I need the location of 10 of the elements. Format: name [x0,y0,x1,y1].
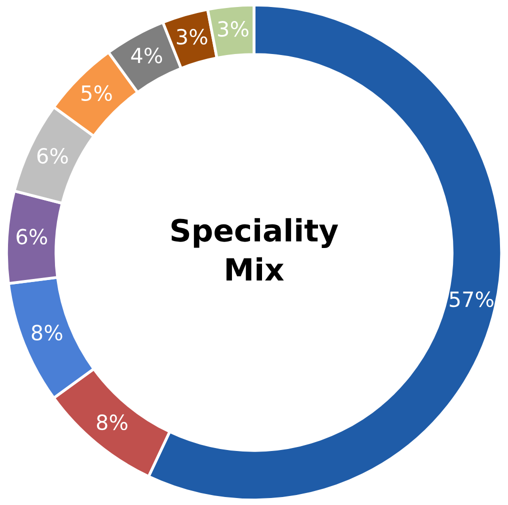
data-label: 5% [82,85,112,102]
data-label: 6% [37,148,68,164]
data-label: 8% [96,414,128,430]
text: Speciality Mix [172,218,338,280]
data-label: 3% [218,21,248,37]
data-label: 6% [16,228,48,245]
data-label: 4% [131,48,162,64]
data-label: 57% [450,291,494,308]
data-label: 3% [176,28,208,45]
data-label: 8% [32,324,62,341]
